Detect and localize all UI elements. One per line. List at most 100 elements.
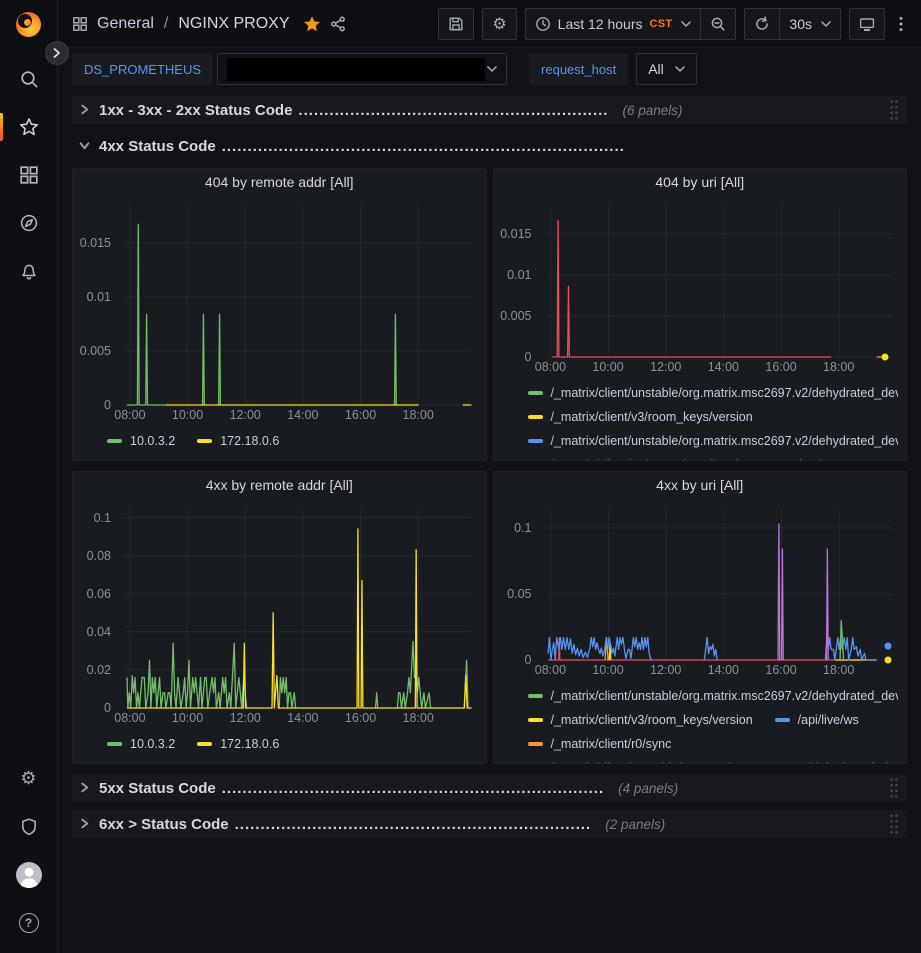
clock-icon	[535, 16, 551, 32]
chevron-right-icon	[53, 48, 61, 58]
chart-legend: /_matrix/client/unstable/org.matrix.msc2…	[528, 381, 899, 460]
apps-icon	[19, 165, 39, 185]
refresh-interval-picker[interactable]: 30s	[779, 8, 841, 40]
variable-value-request-host[interactable]: All	[636, 53, 697, 85]
sidebar-item-configuration[interactable]	[0, 755, 58, 803]
legend-item[interactable]: /_matrix/client/unstable/org.matrix.msc2…	[528, 434, 899, 448]
tv-mode-button[interactable]	[849, 8, 885, 40]
legend-item[interactable]: 10.0.3.2	[107, 737, 175, 751]
x-axis-tick-label: 16:00	[765, 663, 796, 677]
share-icon[interactable]	[330, 16, 346, 32]
redacted-value	[227, 58, 485, 81]
series-10-0-3-2	[376, 693, 378, 708]
x-axis-tick-label: 14:00	[708, 360, 739, 374]
x-axis-tick-label: 08:00	[535, 360, 566, 374]
sidebar-item-profile[interactable]	[0, 851, 58, 899]
legend-series-label: 172.18.0.6	[220, 434, 279, 448]
legend-series-swatch	[528, 694, 543, 698]
row-header-1xx-3xx-2xx-status-code[interactable]: 1xx - 3xx - 2xx Status Code.............…	[72, 96, 907, 124]
y-axis-tick-label: 0.08	[87, 549, 111, 563]
x-axis: 08:0010:0012:0014:0016:0018:00	[546, 663, 893, 680]
variables-row: DS_PROMETHEUS request_host All	[72, 53, 907, 85]
series-sw-js	[552, 221, 831, 357]
variable-label-request-host: request_host	[529, 53, 628, 85]
refresh-interval-label: 30s	[789, 16, 812, 32]
zoom-out-icon	[710, 16, 726, 32]
legend-item[interactable]: /_matrix/client/v3/room_keys/version	[528, 713, 753, 727]
row-drag-handle-icon[interactable]	[879, 99, 899, 121]
chart-legend: 10.0.3.2 172.18.0.6	[107, 429, 478, 453]
legend-item[interactable]: 172.18.0.6	[197, 737, 279, 751]
save-dashboard-button[interactable]	[438, 8, 474, 40]
star-icon	[19, 117, 39, 137]
chevron-right-icon	[79, 818, 91, 830]
timezone-label: CST	[650, 18, 673, 30]
row-panel-count: (6 panels)	[622, 103, 682, 118]
panel-title[interactable]: 404 by uri [All]	[494, 169, 907, 195]
x-axis: 08:0010:0012:0014:0016:0018:00	[546, 360, 893, 377]
series-10-0-3-2	[397, 641, 430, 708]
legend-item[interactable]: /_matrix/client/unstable/org.matrix.msc2…	[528, 689, 899, 703]
breadcrumb-folder[interactable]: General	[97, 15, 154, 33]
legend-series-swatch	[528, 742, 543, 746]
legend-item[interactable]: /_matrix/client/r0/sync	[528, 737, 672, 751]
tv-icon	[859, 16, 875, 32]
legend-item[interactable]: /api/live/ws	[775, 713, 859, 727]
chevron-down-icon	[821, 21, 831, 27]
legend-item[interactable]: /_matrix/client/v3/room_keys/version	[528, 410, 753, 424]
legend-series-swatch	[197, 439, 212, 443]
chart-legend: /_matrix/client/unstable/org.matrix.msc2…	[528, 684, 899, 763]
x-axis-tick-label: 12:00	[650, 360, 681, 374]
x-axis-tick-label: 18:00	[403, 408, 434, 422]
legend-series-label: /sw.js	[798, 458, 829, 460]
favorite-star-icon[interactable]	[303, 15, 321, 33]
sidebar-item-explore[interactable]	[0, 199, 58, 247]
time-range-picker[interactable]: Last 12 hours CST	[525, 8, 702, 40]
legend-series-label: /_matrix/client/v3/room_keys/version	[551, 713, 753, 727]
sidebar-item-alerting[interactable]	[0, 247, 58, 295]
x-axis-tick-label: 10:00	[172, 711, 203, 725]
grafana-logo[interactable]	[16, 0, 41, 48]
row-drag-handle-icon[interactable]	[879, 813, 899, 835]
series-10-0-3-2	[203, 314, 205, 405]
sidebar-item-dashboards[interactable]	[0, 151, 58, 199]
row-header-5xx-status-code[interactable]: 5xx Status Code.........................…	[72, 774, 907, 802]
expand-sidebar-button[interactable]	[45, 41, 69, 65]
legend-item[interactable]: /_matrix/client/unstable/org.matrix.msc2…	[528, 386, 899, 400]
zoom-out-time-button[interactable]	[700, 8, 736, 40]
help-icon	[19, 913, 39, 933]
kebab-menu-icon[interactable]	[893, 12, 909, 36]
panel-title[interactable]: 404 by remote addr [All]	[73, 169, 486, 195]
sidebar-item-server-admin[interactable]	[0, 803, 58, 851]
legend-item[interactable]: 10.0.3.2	[107, 434, 175, 448]
variable-value-ds-prometheus[interactable]	[217, 53, 507, 85]
x-axis-tick-label: 12:00	[650, 663, 681, 677]
x-axis-tick-label: 14:00	[287, 711, 318, 725]
refresh-button[interactable]	[744, 8, 780, 40]
row-drag-handle-icon[interactable]	[879, 777, 899, 799]
row-header-4xx-status-code[interactable]: 4xx Status Code.........................…	[72, 132, 907, 160]
x-axis-tick-label: 12:00	[230, 408, 261, 422]
legend-series-swatch	[528, 415, 543, 419]
sidebar-item-starred[interactable]	[0, 103, 58, 151]
y-axis-tick-label: 0	[525, 350, 532, 364]
x-axis-tick-label: 16:00	[345, 711, 376, 725]
y-axis-tick-label: 0.005	[80, 344, 111, 358]
gear-icon	[492, 16, 506, 32]
chevron-right-icon	[79, 104, 91, 116]
dashboard-settings-button[interactable]	[482, 8, 516, 40]
y-axis-tick-label: 0.01	[507, 268, 531, 282]
legend-item[interactable]: /_matrix/client/v3/room_keys/version	[528, 458, 753, 460]
row-header-6xx-status-code[interactable]: 6xx > Status Code.......................…	[72, 810, 907, 838]
search-icon	[19, 69, 39, 89]
row-title: 1xx - 3xx - 2xx Status Code	[99, 102, 292, 119]
legend-item[interactable]: 172.18.0.6	[197, 434, 279, 448]
legend-item[interactable]: /sw.js	[775, 458, 829, 460]
panel-title[interactable]: 4xx by remote addr [All]	[73, 472, 486, 498]
legend-row: /_matrix/client/unstable/org.matrix.msc2…	[528, 429, 899, 453]
legend-item[interactable]: /_matrix/client/unstable/org.matrix.msc2…	[528, 761, 899, 763]
breadcrumb-title[interactable]: NGINX PROXY	[178, 15, 289, 33]
panel-title[interactable]: 4xx by uri [All]	[494, 472, 907, 498]
sidebar-item-help[interactable]	[0, 899, 58, 947]
row-panel-count: (2 panels)	[605, 817, 665, 832]
